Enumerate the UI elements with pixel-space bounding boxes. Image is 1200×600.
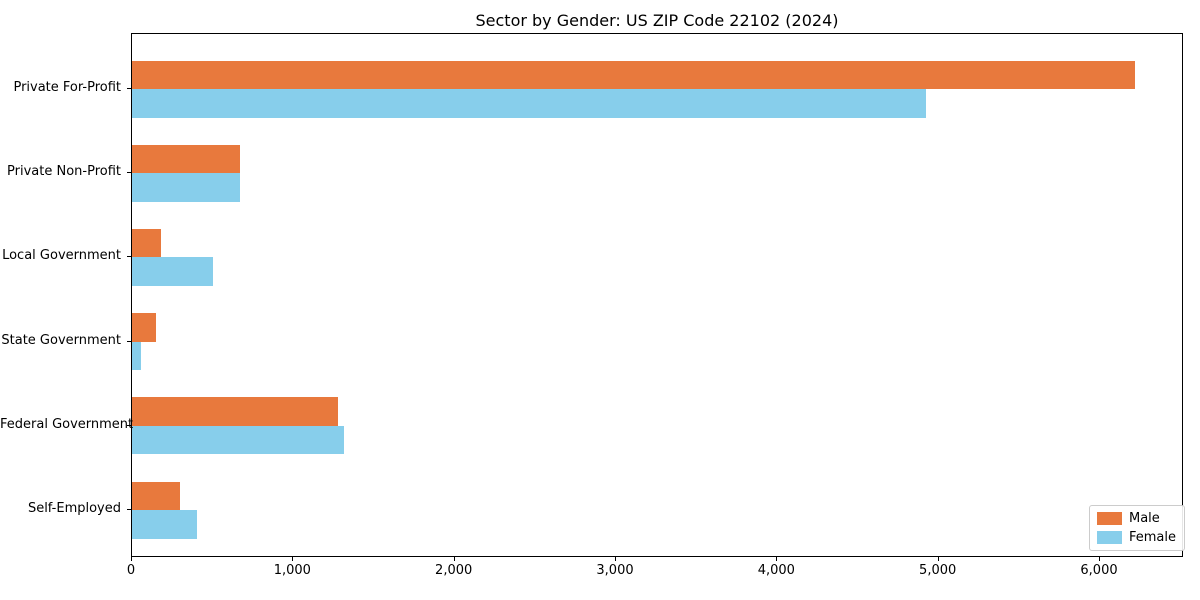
bar-female-2 [132,173,241,202]
legend-label: Male [1129,511,1160,526]
legend-swatch-female [1097,531,1122,544]
bar-male-6 [132,481,181,510]
x-tick-label: 1,000 [273,563,311,578]
y-tick-mark [127,256,131,258]
y-tick-label: Private Non-Profit [7,164,121,180]
x-tick-label: 0 [126,563,136,578]
y-tick-mark [127,509,131,510]
bar-male-5 [132,397,338,426]
y-tick-mark [127,172,131,174]
x-tick-mark [1099,557,1100,561]
y-tick-label: Federal Government [0,416,134,432]
x-tick-label: 5,000 [919,563,957,578]
x-tick-mark [453,557,455,561]
legend-item-male: Male [1097,511,1176,526]
y-tick-mark [127,88,131,89]
legend: Male Female [1089,505,1186,551]
legend-swatch-male [1097,512,1122,525]
bar-male-2 [132,144,241,174]
legend-item-female: Female [1097,530,1176,545]
y-tick-label: Private For-Profit [13,80,121,95]
legend-label: Female [1129,530,1177,545]
x-tick-label: 3,000 [596,563,634,578]
bar-female-4 [132,341,141,371]
x-tick-mark [615,557,616,561]
bar-male-1 [132,60,1136,89]
bar-male-4 [132,313,157,342]
x-tick-label: 6,000 [1080,563,1118,578]
y-tick-mark [127,424,131,426]
y-tick-label: State Government [1,332,121,348]
x-tick-label: 4,000 [757,563,795,578]
y-tick-label: Self-Employed [27,501,121,516]
bar-female-6 [132,510,198,539]
y-tick-label: Local Government [2,248,121,264]
bar-female-1 [132,89,926,118]
chart-title: Sector by Gender: US ZIP Code 22102 (202… [475,11,839,30]
plot-area [131,33,1183,557]
bar-female-3 [132,257,213,286]
x-tick-mark [776,557,778,561]
x-tick-label: 2,000 [435,563,473,578]
y-tick-mark [127,340,131,342]
bar-male-3 [132,228,162,258]
x-tick-mark [937,557,939,561]
x-tick-mark [131,557,132,561]
x-tick-mark [292,557,294,561]
bar-female-5 [132,425,345,455]
